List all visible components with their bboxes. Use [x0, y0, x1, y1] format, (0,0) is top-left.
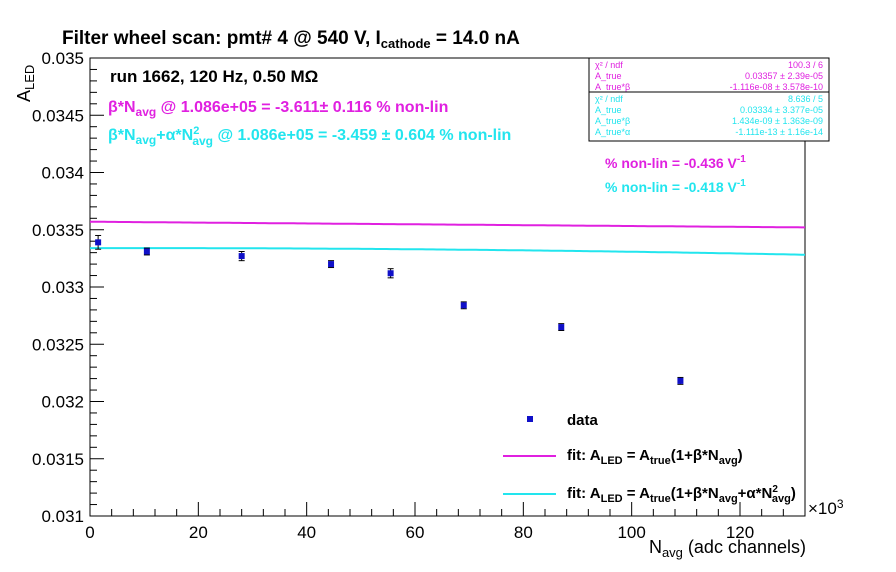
stats-label: A_true*α — [595, 127, 630, 137]
stats-value: 0.03357 ± 2.39e-05 — [745, 71, 823, 81]
y-tick-label: 0.032 — [41, 393, 84, 412]
data-point — [143, 248, 150, 255]
x-tick-label: 120 — [726, 523, 754, 542]
data-point — [328, 261, 335, 268]
chart-title: Filter wheel scan: pmt# 4 @ 540 V, Icath… — [62, 28, 520, 51]
y-tick-label: 0.033 — [41, 278, 84, 297]
nonlin-quadratic: % non-lin = -0.418 V-1 — [605, 178, 746, 195]
stats-label: χ² / ndf — [595, 60, 623, 70]
stats-value: 1.434e-09 ± 1.363e-09 — [732, 116, 823, 126]
y-tick-label: 0.034 — [41, 164, 84, 183]
stats-box — [588, 57, 830, 97]
y-tick-label: 0.0345 — [32, 106, 84, 125]
x-tick-label: 100 — [617, 523, 645, 542]
y-axis-label: ALED — [14, 65, 37, 102]
stats-value: 8.636 / 5 — [788, 94, 823, 104]
x-tick-label: 60 — [406, 523, 425, 542]
data-point — [387, 270, 394, 277]
stats-box — [588, 91, 830, 142]
y-tick-label: 0.0335 — [32, 221, 84, 240]
run-label: run 1662, 120 Hz, 0.50 MΩ — [110, 67, 318, 86]
legend-fit2-label: fit: ALED = Atrue(1+β*Navg+α*N2 avg) — [567, 484, 796, 505]
x-tick-label: 0 — [85, 523, 94, 542]
stats-label: A_true*β — [595, 116, 630, 126]
legend-fit1-label: fit: ALED = Atrue(1+β*Navg) — [567, 447, 743, 467]
legend-data-label: data — [567, 412, 599, 429]
data-point — [558, 324, 565, 331]
x-axis-multiplier: ×103 — [808, 497, 844, 518]
stats-label: A_true — [595, 71, 622, 81]
beta-annotation: β*Navg @ 1.086e+05 = -3.611± 0.116 % non… — [108, 99, 448, 119]
stats-value: 100.3 / 6 — [788, 60, 823, 70]
legend-data-marker — [527, 416, 533, 422]
nonlin-linear: % non-lin = -0.436 V-1 — [605, 154, 746, 171]
x-tick-label: 20 — [189, 523, 208, 542]
data-point — [460, 302, 467, 309]
stats-value: -1.111e-13 ± 1.16e-14 — [735, 127, 823, 137]
stats-value: 0.03334 ± 3.377e-05 — [740, 105, 823, 115]
stats-label: χ² / ndf — [595, 94, 623, 104]
fit-quadratic-curve — [90, 247, 805, 256]
y-tick-label: 0.0325 — [32, 335, 84, 354]
stats-label: A_true — [595, 105, 622, 115]
alpha-annotation: β*Navg+α*N2 avg @ 1.086e+05 = -3.459 ± 0.… — [108, 125, 511, 148]
fit-linear-curve — [89, 220, 805, 229]
x-axis-label: Navg (adc channels) — [649, 537, 806, 560]
x-tick-label: 40 — [297, 523, 316, 542]
y-tick-label: 0.031 — [41, 507, 84, 526]
data-point — [677, 377, 684, 384]
y-tick-label: 0.0315 — [32, 450, 84, 469]
stats-value: -1.116e-08 ± 3.578e-10 — [730, 82, 823, 92]
data-point — [95, 239, 102, 246]
stats-label: A_true*β — [595, 82, 630, 92]
x-tick-label: 80 — [514, 523, 533, 542]
y-tick-label: 0.035 — [41, 49, 84, 68]
data-point — [238, 253, 245, 260]
